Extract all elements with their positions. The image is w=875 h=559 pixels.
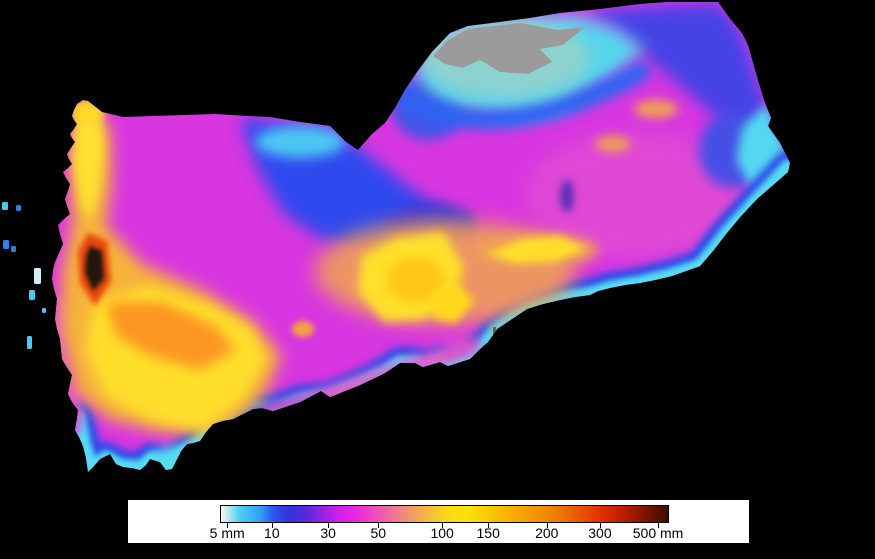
legend-tick-label: 150 bbox=[476, 525, 500, 541]
island bbox=[34, 268, 41, 284]
region-violet-smudge bbox=[560, 180, 574, 212]
legend-tick bbox=[442, 523, 444, 528]
island bbox=[3, 240, 9, 249]
island bbox=[16, 205, 21, 211]
legend-tick-label: 10 bbox=[264, 525, 280, 541]
island bbox=[11, 246, 16, 252]
island bbox=[2, 202, 8, 210]
legend-tick bbox=[488, 523, 490, 528]
island bbox=[29, 290, 35, 300]
legend-tick bbox=[328, 523, 330, 528]
region-central-gold-core bbox=[386, 258, 446, 302]
legend-tick bbox=[546, 523, 548, 528]
legend-tick-label: 300 bbox=[588, 525, 612, 541]
region-dark-max bbox=[85, 246, 104, 291]
island bbox=[27, 336, 32, 349]
region-central-yellow-s bbox=[430, 281, 474, 323]
legend-tick bbox=[271, 523, 273, 528]
region-lens-yellow bbox=[487, 236, 586, 263]
legend-tick-label: 200 bbox=[535, 525, 559, 541]
region-red-speck bbox=[493, 327, 496, 334]
legend-tick bbox=[658, 523, 660, 528]
region-ne-orange-1 bbox=[634, 100, 678, 118]
colorbar-gradient bbox=[220, 505, 669, 523]
map-legend: 5 mm 10 30 50 100 150 200 300 500 mm bbox=[128, 500, 749, 543]
rainfall-surface bbox=[52, 2, 790, 472]
legend-tick-label: 500 mm bbox=[632, 525, 684, 541]
legend-tick bbox=[599, 523, 601, 528]
legend-tick-label: 30 bbox=[320, 525, 336, 541]
region-nw-coast-yellow bbox=[73, 104, 104, 220]
region-ne-orange-2 bbox=[595, 136, 631, 152]
region-north-blue-arc bbox=[398, 62, 650, 130]
legend-tick-label: 5 mm bbox=[209, 525, 245, 541]
island bbox=[42, 308, 46, 313]
region-small-orange-west bbox=[292, 321, 314, 337]
red-sea-islands bbox=[2, 202, 46, 349]
legend-tick bbox=[378, 523, 380, 528]
legend-tick-label: 100 bbox=[430, 525, 454, 541]
legend-tick-label: 50 bbox=[370, 525, 387, 541]
legend-tick bbox=[227, 523, 229, 528]
region-east-pink-wash bbox=[525, 133, 755, 257]
region-west-orange-core bbox=[106, 302, 236, 370]
region-north-center-cyan bbox=[255, 126, 345, 158]
region-no-data-gray bbox=[433, 23, 585, 74]
